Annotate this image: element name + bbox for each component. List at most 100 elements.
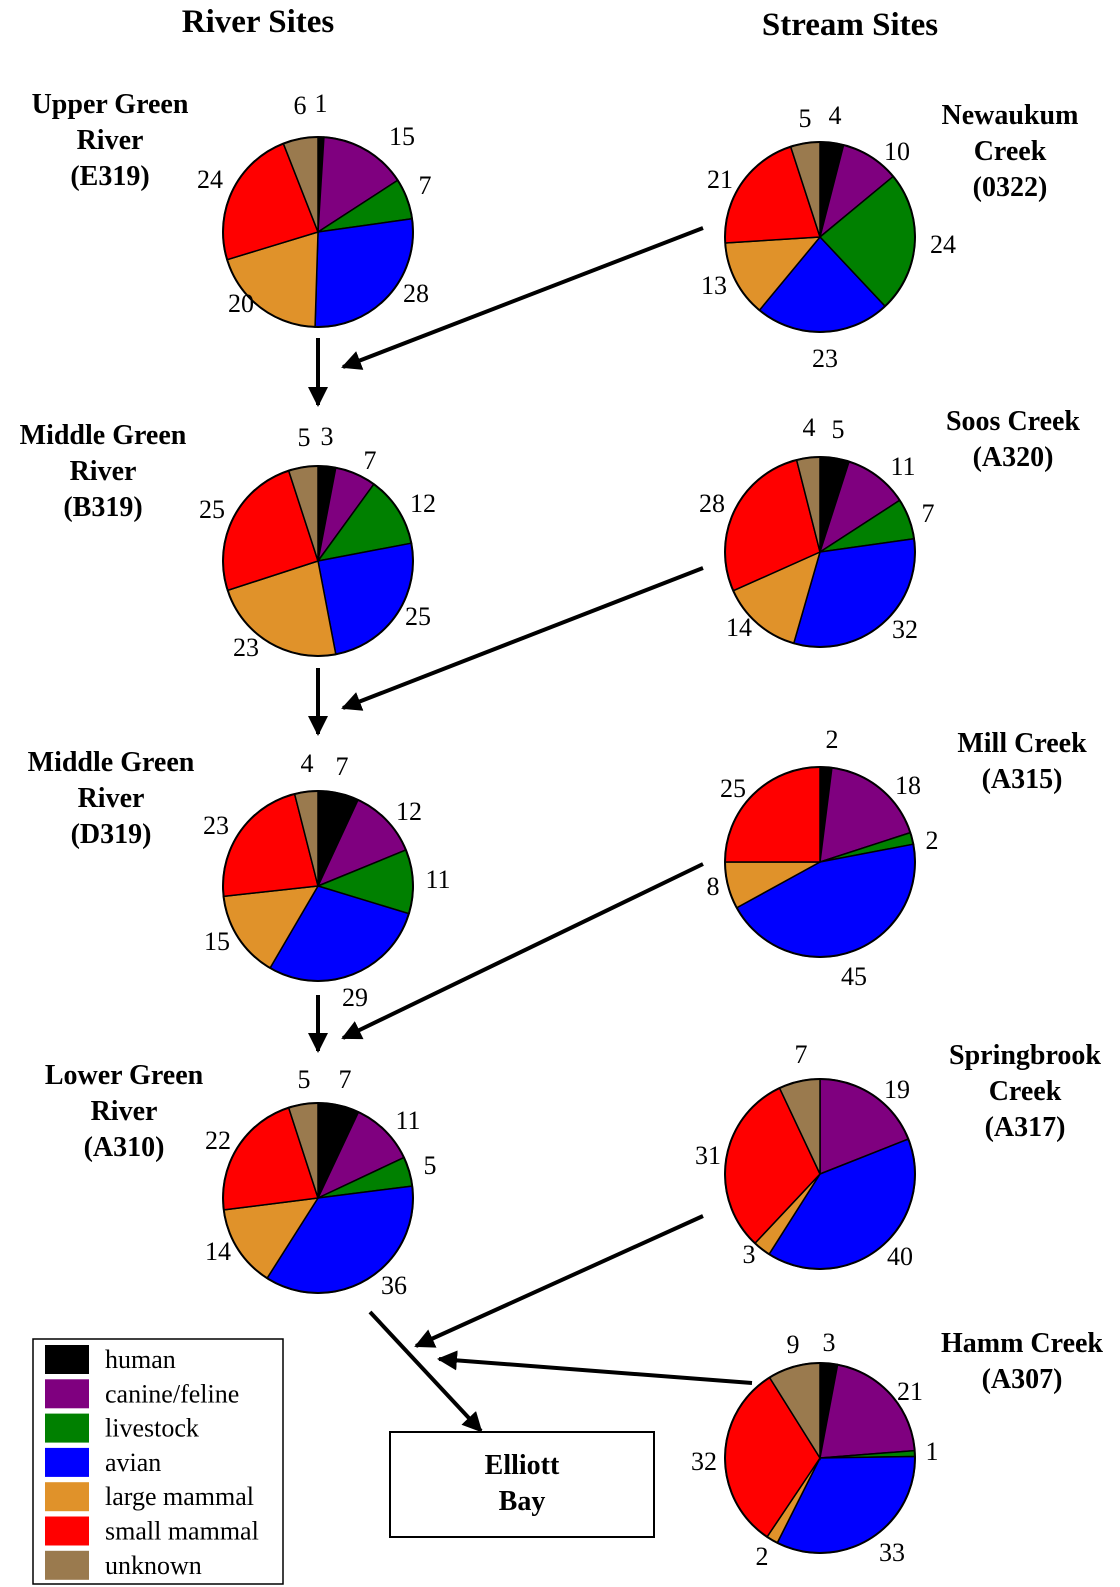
pie-7-label-large-mammal: 8	[707, 872, 720, 901]
legend: human canine/feline livestock avian large ma…	[32, 1338, 284, 1585]
pie-6-label-avian: 32	[892, 615, 918, 644]
pie-4-label-canine-feline: 11	[395, 1106, 420, 1135]
pie-1-label-small-mammal: 24	[197, 165, 223, 194]
pie-7-label-avian: 45	[841, 962, 867, 991]
arrow-newaukum-to-river	[341, 226, 704, 370]
legend-swatch-avian	[45, 1447, 89, 1477]
pie-9-label-avian: 33	[879, 1538, 905, 1567]
pie-1-site-line-1: Upper Green	[32, 89, 189, 120]
pie-5-label-unknown: 5	[799, 104, 812, 133]
pie-9-site-line-1: Hamm Creek	[941, 1328, 1103, 1359]
pie-8-site-line-2: Creek	[989, 1076, 1062, 1107]
pie-5-label-livestock: 24	[930, 230, 956, 259]
legend-swatch-human	[45, 1345, 89, 1374]
pie-8-label-large-mammal: 3	[743, 1240, 756, 1269]
legend-label-small-mammal: small mammal	[105, 1517, 259, 1546]
pie-3-outline	[222, 790, 414, 982]
pie-1-label-canine-feline: 15	[389, 122, 415, 151]
pie-9-label-small-mammal: 32	[691, 1447, 717, 1476]
arrow-soos-to-river	[341, 566, 704, 711]
pie-1-label-large-mammal: 20	[228, 289, 254, 318]
pie-5-label-human: 4	[829, 101, 842, 130]
pie-6-label-human: 5	[832, 415, 845, 444]
pie-8-site-line-1: Springbrook	[949, 1040, 1101, 1071]
legend-swatch-unknown	[45, 1550, 89, 1580]
elliott-bay-box: Elliott Bay	[389, 1431, 655, 1538]
pie-chart-6: 5 117 32 14 28 4 Soos Creek (A320)	[699, 406, 1080, 648]
pie-6-label-canine-feline: 11	[890, 452, 915, 481]
arrow-springbrook-to-lower	[414, 1214, 704, 1348]
pie-7-label-livestock: 2	[926, 826, 939, 855]
pie-1-label-avian: 28	[403, 279, 429, 308]
pie-9-label-canine-feline: 21	[897, 1377, 923, 1406]
legend-swatch-small-mammal	[45, 1516, 89, 1546]
pie-chart-9: 3 21 1 33 2 32 9 Hamm Creek (A307)	[691, 1328, 1103, 1571]
pie-8-label-canine-feline: 19	[884, 1075, 910, 1104]
pie-8-label-small-mammal: 31	[695, 1141, 721, 1170]
pie-4-label-avian: 36	[381, 1271, 407, 1300]
pie-4-label-human: 7	[339, 1065, 352, 1094]
pie-4-outline	[222, 1102, 414, 1294]
pie-6-label-small-mammal: 28	[699, 489, 725, 518]
pie-4-label-large-mammal: 14	[205, 1237, 231, 1266]
legend-label-large-mammal: large mammal	[105, 1482, 254, 1511]
pie-2-site-line-3: (B319)	[63, 492, 142, 523]
pie-6-label-large-mammal: 14	[726, 613, 752, 642]
pie-2-site-line-1: Middle Green	[20, 420, 187, 451]
pie-9-label-human: 3	[823, 1328, 836, 1357]
legend-swatch-livestock	[45, 1413, 89, 1443]
pie-6-label-unknown: 4	[803, 413, 816, 442]
pie-3-label-unknown: 4	[301, 749, 314, 778]
pie-8-label-avian: 40	[887, 1242, 913, 1271]
pie-2-label-unknown: 5	[298, 423, 311, 452]
pie-3-site-line-3: (D319)	[71, 819, 152, 850]
flow-arrows	[308, 226, 753, 1433]
arrow-lower-to-bay	[368, 1310, 483, 1433]
pie-chart-5: 4 10 24 23 13 21 5 Newaukum Creek (0322)	[701, 100, 1078, 373]
pie-3-label-human: 7	[336, 752, 349, 781]
pie-2-label-avian: 25	[405, 602, 431, 631]
pie-1-site-line-3: (E319)	[70, 161, 149, 192]
pie-4-label-unknown: 5	[298, 1065, 311, 1094]
pie-2-label-canine-feline: 7	[364, 446, 377, 475]
pie-8-label-unknown: 7	[795, 1040, 808, 1069]
pie-8-outline	[724, 1078, 916, 1270]
pie-5-label-avian: 23	[812, 344, 838, 373]
pie-9-label-unknown: 9	[787, 1330, 800, 1359]
pie-4-site-line-3: (A310)	[84, 1132, 165, 1163]
pie-4-site-line-2: River	[91, 1096, 158, 1127]
pie-1-site-line-2: River	[77, 125, 144, 156]
pie-7-label-small-mammal: 25	[720, 774, 746, 803]
pie-8-site-line-3: (A317)	[985, 1112, 1066, 1143]
pie-5-label-large-mammal: 13	[701, 271, 727, 300]
pie-5-label-canine-feline: 10	[884, 137, 910, 166]
pie-5-site-line-3: (0322)	[973, 172, 1048, 203]
legend-swatch-large-mammal	[45, 1482, 89, 1512]
pie-3-site-line-2: River	[78, 783, 145, 814]
elliott-bay-line2: Bay	[499, 1486, 546, 1517]
pie-1-label-unknown: 6	[294, 91, 307, 120]
pie-7-label-human: 2	[826, 725, 839, 754]
pie-5-outline	[724, 141, 916, 333]
pie-2-outline	[222, 465, 414, 657]
pie-1-outline	[222, 136, 414, 328]
pie-3-label-avian: 29	[342, 983, 368, 1012]
river-sites-heading: River Sites	[182, 4, 335, 40]
pie-1-label-livestock: 7	[419, 171, 432, 200]
pie-9-outline	[724, 1362, 916, 1554]
pie-9-site-line-2: (A307)	[982, 1364, 1063, 1395]
legend-label-avian: avian	[105, 1448, 161, 1477]
arrow-mill-to-river	[341, 862, 704, 1040]
pie-7-outline	[724, 766, 916, 958]
pie-3-label-livestock: 11	[425, 865, 450, 894]
pie-6-site-line-1: Soos Creek	[946, 406, 1080, 437]
pie-6-label-livestock: 7	[922, 499, 935, 528]
pie-4-site-line-1: Lower Green	[45, 1060, 204, 1091]
pie-6-outline	[724, 456, 916, 648]
pie-1-label-human: 1	[315, 89, 328, 118]
pie-2-label-livestock: 12	[410, 489, 436, 518]
legend-label-human: human	[105, 1345, 176, 1374]
pie-2-label-human: 3	[321, 422, 334, 451]
